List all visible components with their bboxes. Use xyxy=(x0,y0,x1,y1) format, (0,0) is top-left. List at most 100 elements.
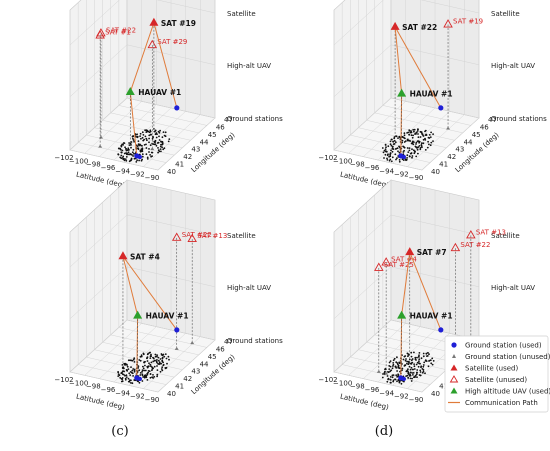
ground-station-unused xyxy=(419,147,422,149)
ground-station-unused xyxy=(417,128,419,131)
ground-station-unused xyxy=(411,155,414,157)
ground-station-unused xyxy=(138,143,141,146)
ground-station-unused xyxy=(416,376,418,379)
y-tick-label: 42 xyxy=(447,153,456,161)
satellite-used-label: SAT #19 xyxy=(161,19,196,28)
ground-station-unused xyxy=(142,134,145,136)
ground-station-unused xyxy=(415,373,418,376)
ground-station-unused xyxy=(392,363,395,366)
grid-line xyxy=(333,266,480,319)
communication-path xyxy=(122,255,178,331)
ground-station-unused xyxy=(402,358,405,361)
ground-station-unused xyxy=(136,159,139,162)
grid-line xyxy=(333,0,480,46)
panel-0: Satellite High-alt UAV Ground stations −102… xyxy=(54,0,283,217)
ground-station-unused xyxy=(153,359,156,362)
ground-station-unused xyxy=(148,362,150,365)
tier-label: Ground stations xyxy=(227,337,283,345)
ground-station-unused xyxy=(145,153,148,156)
ground-station-unused xyxy=(140,144,142,147)
ground-station-unused xyxy=(152,367,154,370)
ground-station-unused xyxy=(381,376,384,379)
x-tick-label: −98 xyxy=(86,161,101,169)
ground-station-used xyxy=(438,105,444,111)
ground-station-unused xyxy=(396,356,398,359)
ground-station-used xyxy=(174,327,180,333)
ground-station-unused xyxy=(159,129,162,132)
ground-station-unused xyxy=(127,359,130,362)
ground-station-unused xyxy=(390,149,392,152)
ground-station-unused xyxy=(409,362,412,365)
ground-station-unused xyxy=(410,130,412,133)
ground-station-unused xyxy=(141,380,144,382)
ground-station-unused xyxy=(128,372,131,375)
ground-station-unused xyxy=(383,149,386,152)
ground-station-unused xyxy=(147,370,150,372)
drop-marker xyxy=(384,371,389,375)
ground-station-unused xyxy=(386,157,388,160)
ground-station-unused xyxy=(422,355,425,358)
ground-station-unused xyxy=(416,130,419,132)
ground-station-unused xyxy=(155,132,158,134)
ground-station-unused xyxy=(386,380,389,383)
ground-station-unused xyxy=(414,145,417,148)
ground-station-unused xyxy=(143,369,146,372)
ground-station-unused xyxy=(397,137,399,140)
drop-marker xyxy=(190,341,195,345)
ground-station-unused xyxy=(413,368,416,370)
ground-station-unused xyxy=(387,145,390,148)
ground-station-unused xyxy=(146,357,148,360)
tier-label: High-alt UAV xyxy=(227,284,271,292)
ground-station-unused xyxy=(408,149,411,152)
ground-station-unused xyxy=(420,131,423,134)
ground-station-unused xyxy=(421,132,423,135)
ground-station-unused xyxy=(413,351,415,354)
satellite-used-marker xyxy=(390,21,400,30)
satellite-unused-marker xyxy=(374,262,384,271)
ground-station-unused xyxy=(397,150,399,153)
ground-station-unused xyxy=(399,136,401,139)
uav-used-marker xyxy=(133,310,143,319)
ground-station-unused xyxy=(408,358,411,361)
x-tick-label: −98 xyxy=(350,161,365,169)
ground-station-unused xyxy=(411,136,414,139)
ground-station-unused xyxy=(122,142,125,144)
ground-station-unused xyxy=(138,359,141,361)
ground-used-icon xyxy=(451,342,457,348)
ground-station-unused xyxy=(130,382,132,384)
y-tick-label: 46 xyxy=(216,345,225,353)
legend-marker xyxy=(449,375,459,383)
ground-station-unused xyxy=(394,153,397,156)
ground-station-unused xyxy=(125,159,128,162)
ground-station-unused xyxy=(393,136,396,138)
ground-station-unused xyxy=(427,351,429,354)
ground-station-unused xyxy=(407,368,409,371)
ground-station-unused xyxy=(419,374,422,377)
ground-station-unused xyxy=(157,359,160,362)
y-tick-label: 47 xyxy=(224,338,233,346)
ground-station-unused xyxy=(147,352,150,355)
ground-station-unused xyxy=(396,147,399,150)
ground-station-unused xyxy=(161,146,164,149)
ground-station-unused xyxy=(421,368,424,370)
ground-station-unused xyxy=(416,148,419,151)
ground-station-unused xyxy=(405,158,408,161)
legend-marker xyxy=(450,364,458,371)
satellite-unused-label: SAT #25 xyxy=(384,261,414,269)
ground-station-unused xyxy=(403,380,405,383)
ground-station-unused xyxy=(386,375,389,377)
ground-station-unused xyxy=(405,358,407,360)
ground-station-unused xyxy=(130,158,133,161)
satellite-unused-marker xyxy=(466,230,476,239)
ground-station-unused xyxy=(402,159,405,162)
ground-station-unused xyxy=(403,355,406,358)
ground-station-unused xyxy=(392,379,395,382)
x-tick-label: −100 xyxy=(69,379,88,387)
ground-station-unused xyxy=(148,137,151,140)
ground-station-unused xyxy=(121,143,123,146)
ground-station-unused xyxy=(140,150,143,152)
ground-station-unused xyxy=(131,151,134,154)
y-tick-label: 43 xyxy=(191,368,200,376)
satellite-unused-label: SAT #13 xyxy=(197,232,227,240)
ground-station-unused xyxy=(150,151,153,154)
